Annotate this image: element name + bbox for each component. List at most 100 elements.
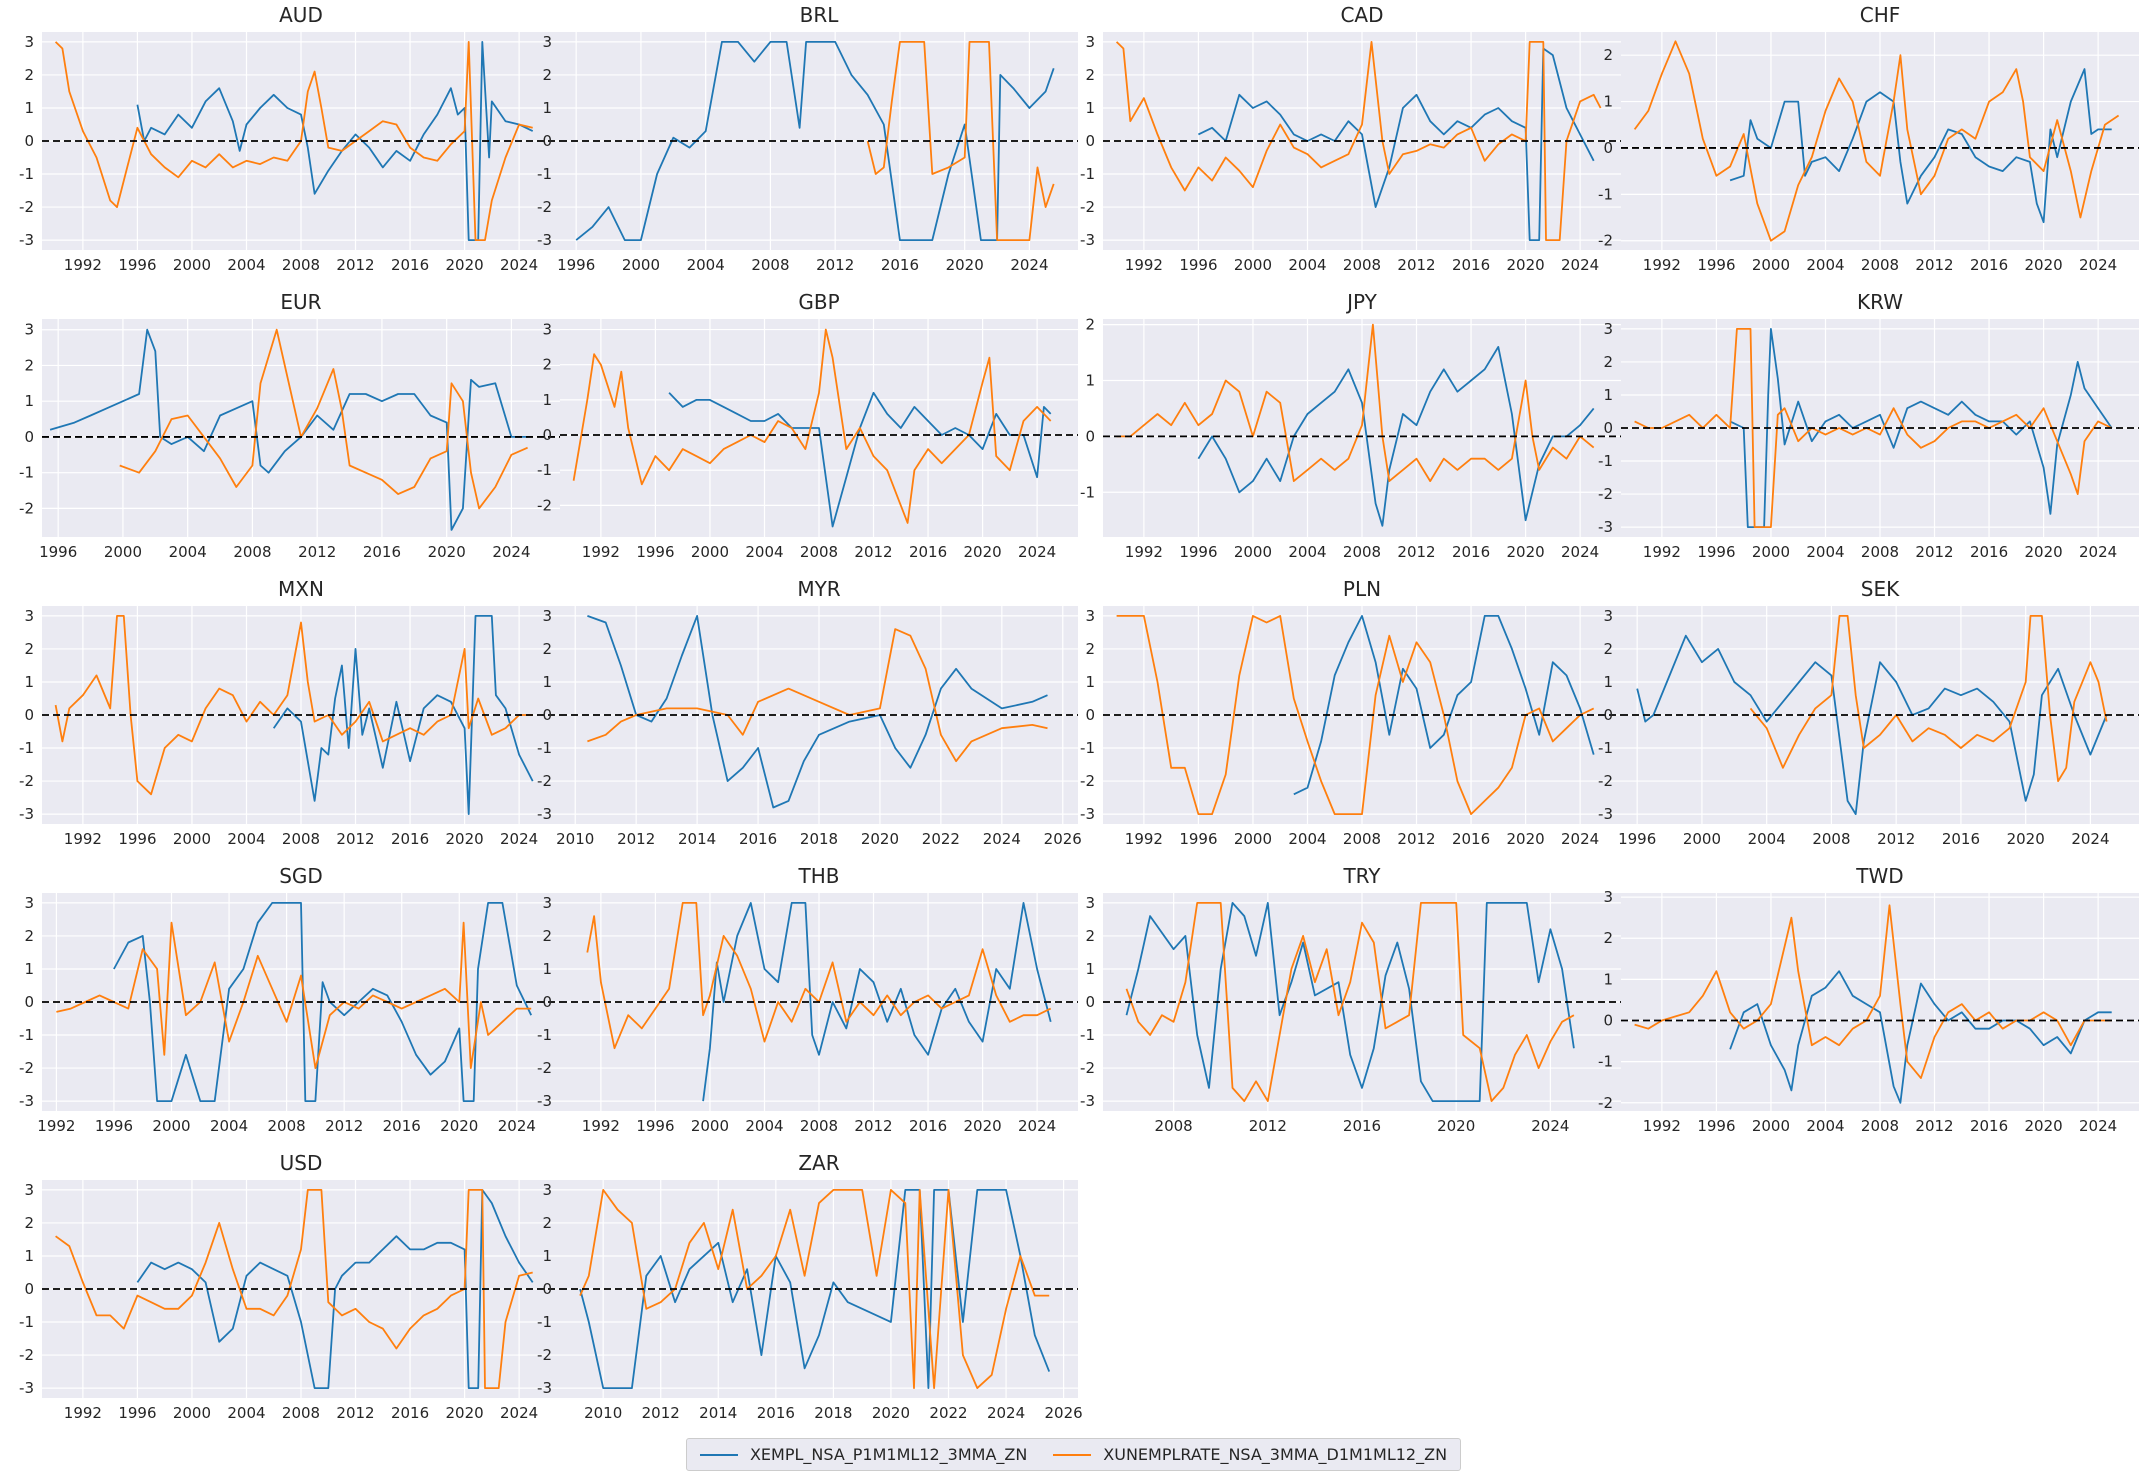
xtick-chf-2024: 2024 — [2079, 256, 2117, 274]
ytick-myr-1: 1 — [542, 673, 552, 691]
ytick-myr-0: 0 — [542, 706, 552, 724]
panel-title-try: TRY — [1342, 864, 1381, 888]
plot-area-eur — [42, 319, 560, 537]
xtick-zar-2020: 2020 — [872, 1404, 910, 1422]
panel-title-sek: SEK — [1861, 577, 1900, 601]
xtick-myr-2016: 2016 — [739, 830, 777, 848]
legend: XEMPL_NSA_P1M1ML12_3MMA_ZN XUNEMPLRATE_N… — [686, 1438, 1461, 1471]
panel-title-usd: USD — [280, 1151, 323, 1175]
legend-swatch-orange — [1053, 1453, 1092, 1456]
xtick-sek-1996: 1996 — [1618, 830, 1656, 848]
xtick-krw-2012: 2012 — [1915, 543, 1953, 561]
xtick-twd-2004: 2004 — [1806, 1117, 1844, 1135]
xtick-twd-2020: 2020 — [2024, 1117, 2062, 1135]
series-blue-sek — [1636, 634, 2108, 815]
panel-jpy: 1992 1996 2000 2004 2008 2012 2016 2020 2024-101… — [1080, 290, 1621, 561]
xtick-twd-2008: 2008 — [1861, 1117, 1899, 1135]
xtick-usd-2012: 2012 — [336, 1404, 374, 1422]
xtick-krw-2024: 2024 — [2079, 543, 2117, 561]
ytick-brl-3: 3 — [542, 33, 552, 51]
xtick-gbp-2008: 2008 — [800, 543, 838, 561]
xtick-sek-2016: 2016 — [1942, 830, 1980, 848]
xtick-zar-2022: 2022 — [929, 1404, 967, 1422]
xtick-usd-1996: 1996 — [118, 1404, 156, 1422]
panel-title-krw: KRW — [1857, 290, 1903, 314]
ytick-eur-3: 3 — [24, 321, 34, 339]
xtick-cad-2024: 2024 — [1561, 256, 1599, 274]
xtick-krw-2000: 2000 — [1752, 543, 1790, 561]
series-orange-pln — [1116, 615, 1595, 815]
ytick-mxn--2: -2 — [19, 772, 34, 790]
ytick-eur--2: -2 — [19, 499, 34, 517]
xtick-pln-2016: 2016 — [1452, 830, 1490, 848]
ytick-aud-1: 1 — [24, 99, 34, 117]
xtick-myr-2014: 2014 — [678, 830, 716, 848]
ytick-mxn--3: -3 — [19, 805, 34, 823]
panel-aud: 1992 1996 2000 2004 2008 2012 2016 2020 2024-3-2… — [19, 3, 560, 274]
ytick-eur-1: 1 — [24, 392, 34, 410]
xtick-aud-2012: 2012 — [336, 256, 374, 274]
ytick-gbp-3: 3 — [542, 321, 552, 339]
xtick-jpy-2024: 2024 — [1561, 543, 1599, 561]
series-orange-usd — [55, 1189, 533, 1389]
ytick-gbp-2: 2 — [542, 356, 552, 374]
xtick-eur-2024: 2024 — [492, 543, 530, 561]
ytick-sgd-2: 2 — [24, 927, 34, 945]
ytick-krw--1: -1 — [1598, 452, 1613, 470]
ytick-mxn-0: 0 — [24, 706, 34, 724]
xtick-sgd-2024: 2024 — [498, 1117, 536, 1135]
panel-myr: 2010 2012 2014 2016 2018 2020 2022 2024 2026 -3 -2… — [537, 577, 1082, 848]
xtick-twd-2012: 2012 — [1915, 1117, 1953, 1135]
series-blue-cad — [1198, 47, 1595, 241]
ytick-myr--1: -1 — [537, 739, 552, 757]
ytick-pln--2: -2 — [1080, 772, 1095, 790]
ytick-gbp-1: 1 — [542, 391, 552, 409]
xtick-krw-2008: 2008 — [1861, 543, 1899, 561]
xtick-thb-2012: 2012 — [854, 1117, 892, 1135]
xtick-jpy-2000: 2000 — [1234, 543, 1272, 561]
xtick-mxn-2020: 2020 — [445, 830, 483, 848]
panel-krw: 1992 1996 2000 2004 2008 2012 2016 2020 2024 -3 -2… — [1598, 290, 2139, 561]
series-orange-chf — [1633, 40, 2120, 242]
ytick-try--1: -1 — [1080, 1026, 1095, 1044]
panel-title-chf: CHF — [1860, 3, 1901, 27]
ytick-twd--1: -1 — [1598, 1053, 1613, 1071]
xtick-thb-1992: 1992 — [582, 1117, 620, 1135]
xtick-cad-2016: 2016 — [1452, 256, 1490, 274]
panel-gbp: 1992 1996 2000 2004 2008 2012 2016 2020 2024 -2 -1… — [537, 290, 1078, 561]
xtick-krw-2020: 2020 — [2024, 543, 2062, 561]
xtick-pln-2008: 2008 — [1343, 830, 1381, 848]
xtick-thb-2004: 2004 — [745, 1117, 783, 1135]
ytick-myr-3: 3 — [542, 607, 552, 625]
ytick-chf--1: -1 — [1598, 185, 1613, 203]
ytick-chf-1: 1 — [1603, 93, 1613, 111]
xtick-aud-2008: 2008 — [282, 256, 320, 274]
xtick-jpy-2016: 2016 — [1452, 543, 1490, 561]
ytick-brl--3: -3 — [537, 231, 552, 249]
ytick-brl-0: 0 — [542, 132, 552, 150]
ytick-zar--2: -2 — [537, 1346, 552, 1364]
ytick-pln-0: 0 — [1085, 706, 1095, 724]
xtick-zar-2016: 2016 — [757, 1404, 795, 1422]
series-blue-gbp — [668, 391, 1052, 528]
series-orange-cad — [1115, 41, 1602, 241]
series-group-gbp — [560, 328, 1078, 528]
xtick-myr-2012: 2012 — [617, 830, 655, 848]
series-orange-jpy — [1116, 323, 1595, 482]
xtick-chf-2008: 2008 — [1861, 256, 1899, 274]
xtick-zar-2010: 2010 — [584, 1404, 622, 1422]
ytick-twd-1: 1 — [1603, 970, 1613, 988]
ytick-aud--1: -1 — [19, 165, 34, 183]
xtick-brl-2016: 2016 — [881, 256, 919, 274]
series-blue-myr — [587, 615, 1048, 809]
xtick-mxn-2016: 2016 — [391, 830, 429, 848]
ytick-sek-2: 2 — [1603, 640, 1613, 658]
xtick-brl-2008: 2008 — [751, 256, 789, 274]
panel-eur: 1996 2000 2004 2008 2012 2016 2020 2024 -2 -1 0 1 2 3… — [19, 290, 560, 561]
series-blue-zar — [579, 1189, 1051, 1389]
panel-title-twd: TWD — [1855, 864, 1903, 888]
ytick-chf-0: 0 — [1603, 139, 1613, 157]
xtick-sek-2000: 2000 — [1683, 830, 1721, 848]
panel-cad: 1992 1996 2000 2004 2008 2012 2016 2020 2024-3-2… — [1080, 3, 1621, 274]
series-group-jpy — [1103, 323, 1621, 527]
